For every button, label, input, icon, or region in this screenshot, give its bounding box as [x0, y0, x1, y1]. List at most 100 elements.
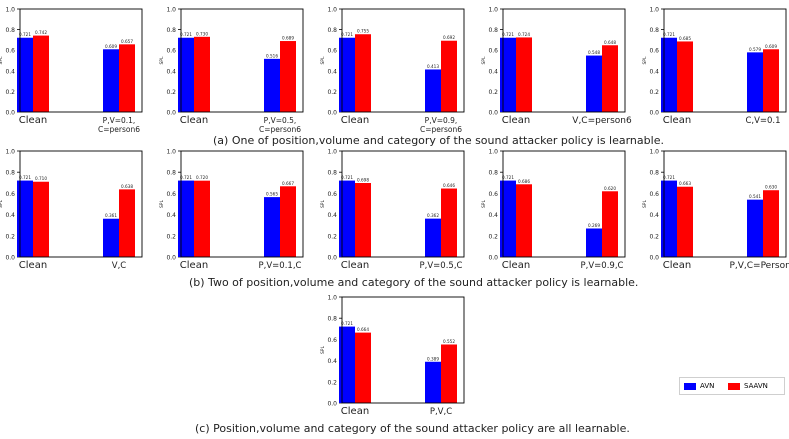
- y-tick-label: 1.0: [5, 149, 15, 156]
- y-tick-label: 0.4: [5, 212, 15, 219]
- y-tick-label: 0.4: [166, 212, 176, 219]
- legend-label-avn: AVN: [700, 382, 715, 390]
- data-label: 0.698: [357, 178, 369, 183]
- bar-avn-1: [264, 197, 280, 257]
- data-label: 0.579: [749, 47, 761, 52]
- x-tick-label: C=person6: [98, 125, 140, 134]
- y-tick-label: 0.4: [327, 68, 337, 75]
- x-tick-label: V,C: [112, 261, 127, 271]
- legend: AVN SAAVN: [679, 377, 785, 395]
- y-tick-label: 0.6: [488, 191, 498, 198]
- y-tick-label: 0.6: [5, 48, 15, 55]
- bar-avn-0: [17, 180, 33, 257]
- y-tick-label: 1.0: [327, 7, 337, 14]
- x-tick-label: P,V=0.9,: [425, 116, 458, 125]
- bar-saavn-0: [516, 37, 532, 112]
- y-tick-label: 0.4: [649, 68, 659, 75]
- bar-avn-0: [500, 37, 516, 112]
- bar-avn-0: [339, 180, 355, 257]
- legend-swatch-avn: [684, 382, 696, 390]
- legend-label-saavn: SAAVN: [744, 382, 768, 390]
- y-tick-label: 0.8: [327, 170, 337, 177]
- y-tick-label: 0.2: [327, 233, 337, 240]
- y-tick-label: 0.0: [488, 110, 498, 117]
- legend-item-saavn: SAAVN: [728, 382, 768, 390]
- y-tick-label: 0.8: [649, 170, 659, 177]
- bar-saavn-1: [441, 188, 457, 257]
- y-tick-label: 0.0: [327, 401, 337, 408]
- y-tick-label: 0.4: [5, 68, 15, 75]
- legend-swatch-saavn: [728, 382, 740, 390]
- y-tick-label: 0.4: [327, 212, 337, 219]
- plot-frame: [502, 150, 626, 258]
- x-tick-label: Clean: [180, 260, 208, 271]
- bar-avn-1: [586, 228, 602, 257]
- bar-avn-0: [17, 37, 33, 112]
- data-label: 0.620: [604, 186, 616, 191]
- legend-item-avn: AVN: [684, 382, 714, 390]
- data-label: 0.269: [588, 223, 600, 228]
- bar-saavn-1: [602, 191, 618, 257]
- y-tick-label: 0.8: [166, 27, 176, 34]
- data-label: 0.710: [35, 176, 47, 181]
- y-axis-label: SPL: [481, 56, 487, 65]
- x-tick-label: Clean: [19, 115, 47, 126]
- data-label: 0.663: [679, 181, 691, 186]
- bar-avn-1: [747, 199, 763, 257]
- y-tick-label: 1.0: [327, 295, 337, 302]
- y-tick-label: 0.8: [327, 27, 337, 34]
- y-tick-label: 0.8: [327, 316, 337, 323]
- y-axis-label: SPL: [0, 199, 4, 208]
- y-tick-label: 0.6: [327, 337, 337, 344]
- y-tick-label: 0.2: [649, 233, 659, 240]
- x-tick-label: Clean: [180, 115, 208, 126]
- y-tick-label: 1.0: [5, 7, 15, 14]
- y-tick-label: 0.0: [327, 110, 337, 117]
- x-tick-label: Clean: [663, 260, 691, 271]
- data-label: 0.609: [765, 44, 777, 49]
- data-label: 0.389: [427, 356, 439, 361]
- y-tick-label: 0.2: [166, 89, 176, 96]
- y-tick-label: 0.8: [5, 170, 15, 177]
- x-tick-label: P,V=0.1,: [103, 116, 136, 125]
- data-label: 0.689: [282, 36, 294, 41]
- y-tick-label: 0.8: [488, 27, 498, 34]
- y-tick-label: 0.2: [649, 89, 659, 96]
- data-label: 0.721: [502, 175, 514, 180]
- y-tick-label: 0.4: [327, 358, 337, 365]
- data-label: 0.362: [427, 213, 439, 218]
- y-axis-label: SPL: [159, 199, 165, 208]
- bar-saavn-1: [119, 44, 135, 113]
- bar-saavn-0: [677, 41, 693, 112]
- bar-avn-1: [425, 361, 441, 403]
- plot-frame: [663, 150, 787, 258]
- y-axis-label: SPL: [642, 199, 648, 208]
- y-tick-label: 0.2: [5, 89, 15, 96]
- x-tick-label: Clean: [502, 115, 530, 126]
- data-label: 0.630: [765, 185, 777, 190]
- chart-b5: 0.0 0.2 0.4 0.6 0.8 1.0 SPL 0.721 0.541 0.663 0.63…: [642, 149, 789, 272]
- x-tick-label: Clean: [341, 406, 369, 417]
- y-tick-label: 0.2: [5, 233, 15, 240]
- y-tick-label: 0.4: [649, 212, 659, 219]
- bar-avn-0: [339, 37, 355, 112]
- x-tick-label: Clean: [341, 260, 369, 271]
- data-label: 0.755: [357, 29, 369, 34]
- x-tick-label: C=person6: [420, 125, 462, 134]
- y-tick-label: 0.6: [166, 48, 176, 55]
- bar-avn-0: [178, 180, 194, 257]
- data-label: 0.664: [357, 327, 369, 332]
- plot-frame: [502, 8, 626, 113]
- x-tick-label: P,V,C: [430, 407, 452, 417]
- data-label: 0.516: [266, 53, 278, 58]
- y-tick-label: 0.0: [166, 110, 176, 117]
- y-tick-label: 0.8: [488, 170, 498, 177]
- plot-frame: [663, 8, 787, 113]
- bar-saavn-0: [355, 34, 371, 112]
- plot-frame: [180, 150, 304, 258]
- y-tick-label: 0.6: [327, 191, 337, 198]
- bar-saavn-1: [441, 40, 457, 112]
- x-tick-label: Clean: [341, 115, 369, 126]
- data-label: 0.565: [266, 192, 278, 197]
